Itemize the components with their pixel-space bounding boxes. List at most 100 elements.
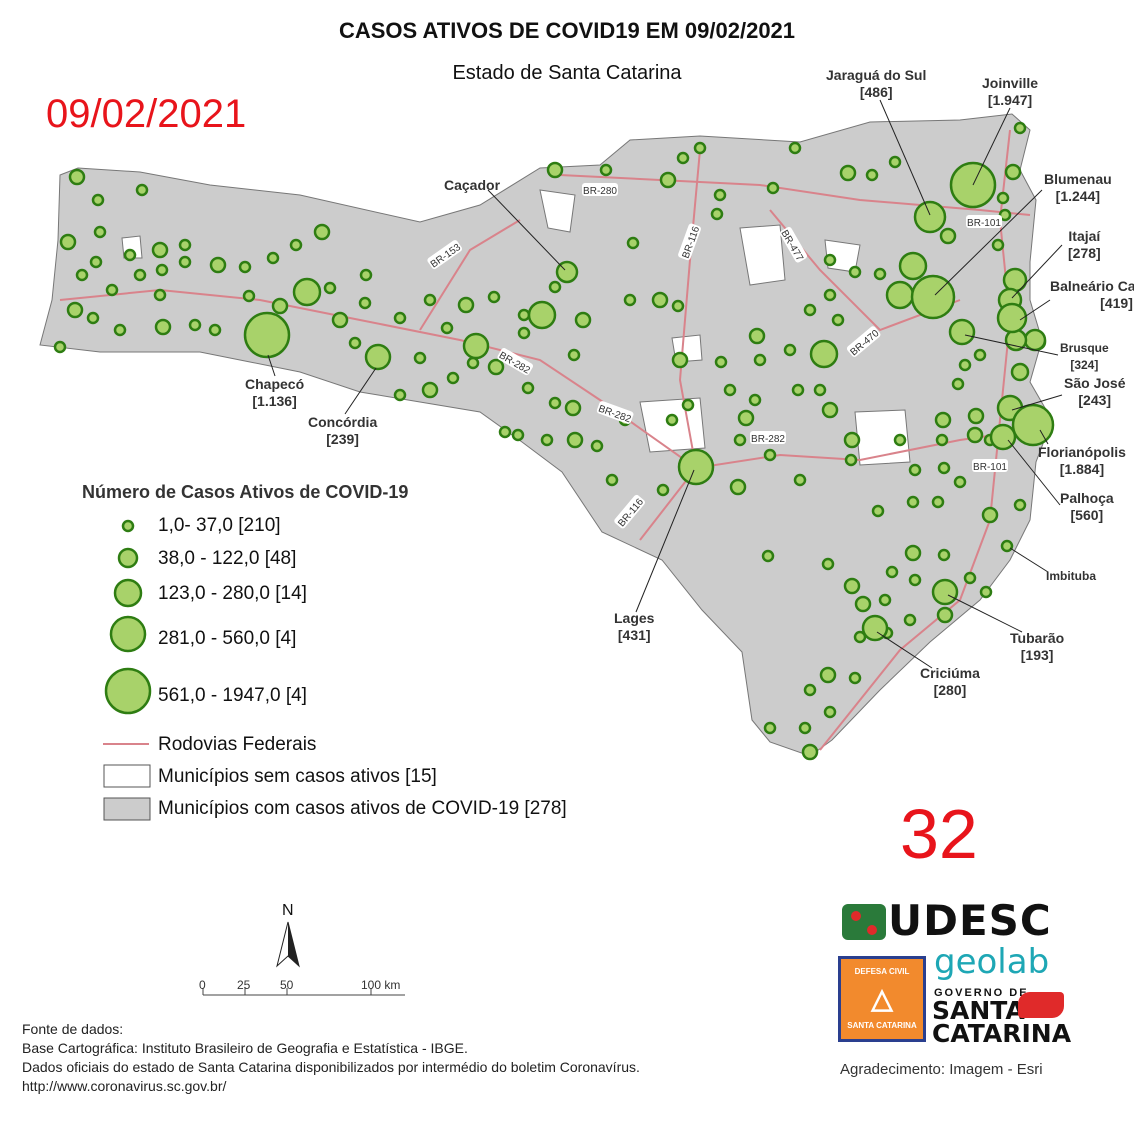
case-circle xyxy=(457,296,475,314)
case-circle xyxy=(723,383,737,397)
credit: Agradecimento: Imagem - Esri xyxy=(840,1061,1043,1078)
city-label: Blumenau [1.244] xyxy=(1044,171,1112,205)
case-circle xyxy=(421,381,439,399)
city-name: São José xyxy=(1064,375,1126,391)
case-circle xyxy=(996,302,1028,334)
city-label: Palhoça [560] xyxy=(1060,490,1114,524)
case-circle xyxy=(487,358,505,376)
case-circle xyxy=(871,504,885,518)
legend-class-4: 281,0 - 560,0 [4] xyxy=(158,628,297,649)
case-circle xyxy=(59,233,77,251)
case-circle xyxy=(331,311,349,329)
city-label: São José [243] xyxy=(1064,375,1125,409)
case-circle xyxy=(313,223,331,241)
case-circle xyxy=(676,151,690,165)
case-circle xyxy=(93,225,107,239)
case-circle xyxy=(133,268,147,282)
case-circle xyxy=(440,321,454,335)
legend-circle-4 xyxy=(109,615,147,653)
case-circle xyxy=(853,630,867,644)
legend-circle-2 xyxy=(117,547,139,569)
case-circle xyxy=(423,293,437,307)
case-circle xyxy=(659,171,677,189)
case-circle xyxy=(981,506,999,524)
case-circle xyxy=(527,300,557,330)
road-label-text: BR-280 xyxy=(583,186,617,197)
case-circle xyxy=(748,393,762,407)
case-circle xyxy=(844,453,858,467)
case-circle xyxy=(803,683,817,697)
case-circle xyxy=(599,163,613,177)
case-circle xyxy=(546,161,564,179)
case-circle xyxy=(936,606,954,624)
case-circle xyxy=(393,311,407,325)
map-subtitle: Estado de Santa Catarina xyxy=(452,62,682,84)
road-label: BR-280 xyxy=(582,183,618,197)
case-circle xyxy=(854,595,872,613)
case-circle xyxy=(931,495,945,509)
road-label: BR-101 xyxy=(966,215,1002,229)
city-cases: [419] xyxy=(1100,295,1133,311)
case-circle xyxy=(813,383,827,397)
case-circle xyxy=(487,290,501,304)
case-circle xyxy=(590,439,604,453)
case-circle xyxy=(823,288,837,302)
case-circle xyxy=(665,413,679,427)
case-circle xyxy=(289,238,303,252)
road-label-text: BR-101 xyxy=(967,218,1001,229)
case-circle xyxy=(710,207,724,221)
road-label-text: BR-101 xyxy=(973,462,1007,473)
case-circle xyxy=(548,396,562,410)
legend-no-cases-swatch xyxy=(103,764,151,788)
case-circle xyxy=(798,721,812,735)
case-circle xyxy=(803,303,817,317)
case-circle xyxy=(238,260,252,274)
north-arrow-and-scale xyxy=(202,921,405,996)
case-circle xyxy=(908,463,922,477)
city-cases: [560] xyxy=(1070,507,1104,523)
case-circle xyxy=(656,483,670,497)
case-circle xyxy=(1004,163,1022,181)
case-circle xyxy=(906,495,920,509)
city-name: Florianópolis xyxy=(1038,444,1126,460)
case-circle xyxy=(873,267,887,281)
case-circle xyxy=(843,431,861,449)
city-cases: [1.947] xyxy=(987,92,1033,108)
case-circle xyxy=(243,311,291,359)
case-circle xyxy=(937,548,951,562)
source-line-1: Base Cartográfica: Instituto Brasileiro … xyxy=(22,1040,468,1056)
case-circle xyxy=(671,299,685,313)
case-circle xyxy=(839,164,857,182)
case-circle xyxy=(178,255,192,269)
case-circle xyxy=(266,251,280,265)
page-number: 32 xyxy=(900,795,978,873)
case-circle xyxy=(53,340,67,354)
case-circle xyxy=(155,263,169,277)
case-circle xyxy=(885,280,915,310)
case-circle xyxy=(898,251,928,281)
city-label: Criciúma [280] xyxy=(920,665,980,699)
road-label-text: BR-282 xyxy=(751,434,785,445)
case-circle xyxy=(904,544,922,562)
legend-with-cases: Municípios com casos ativos de COVID-19 … xyxy=(158,798,567,819)
source-heading: Fonte de dados: xyxy=(22,1021,124,1037)
case-circle xyxy=(517,326,531,340)
scale-0: 0 xyxy=(199,978,206,992)
city-cases: [243] xyxy=(1078,392,1112,408)
case-circle xyxy=(564,399,582,417)
case-circle xyxy=(989,423,1017,451)
legend-circle-1 xyxy=(121,519,135,533)
case-circle xyxy=(931,578,959,606)
case-circle xyxy=(348,336,362,350)
case-circle xyxy=(958,358,972,372)
case-circle xyxy=(848,265,862,279)
sc-flag-icon xyxy=(1018,992,1064,1018)
city-label: Florianópolis [1.884] xyxy=(1038,444,1126,478)
case-circle xyxy=(791,383,805,397)
case-circle xyxy=(548,280,562,294)
case-circle xyxy=(878,593,892,607)
case-circle xyxy=(323,281,337,295)
case-circle xyxy=(1002,267,1028,293)
source-url[interactable]: http://www.coronavirus.sc.gov.br/ xyxy=(22,1078,227,1094)
